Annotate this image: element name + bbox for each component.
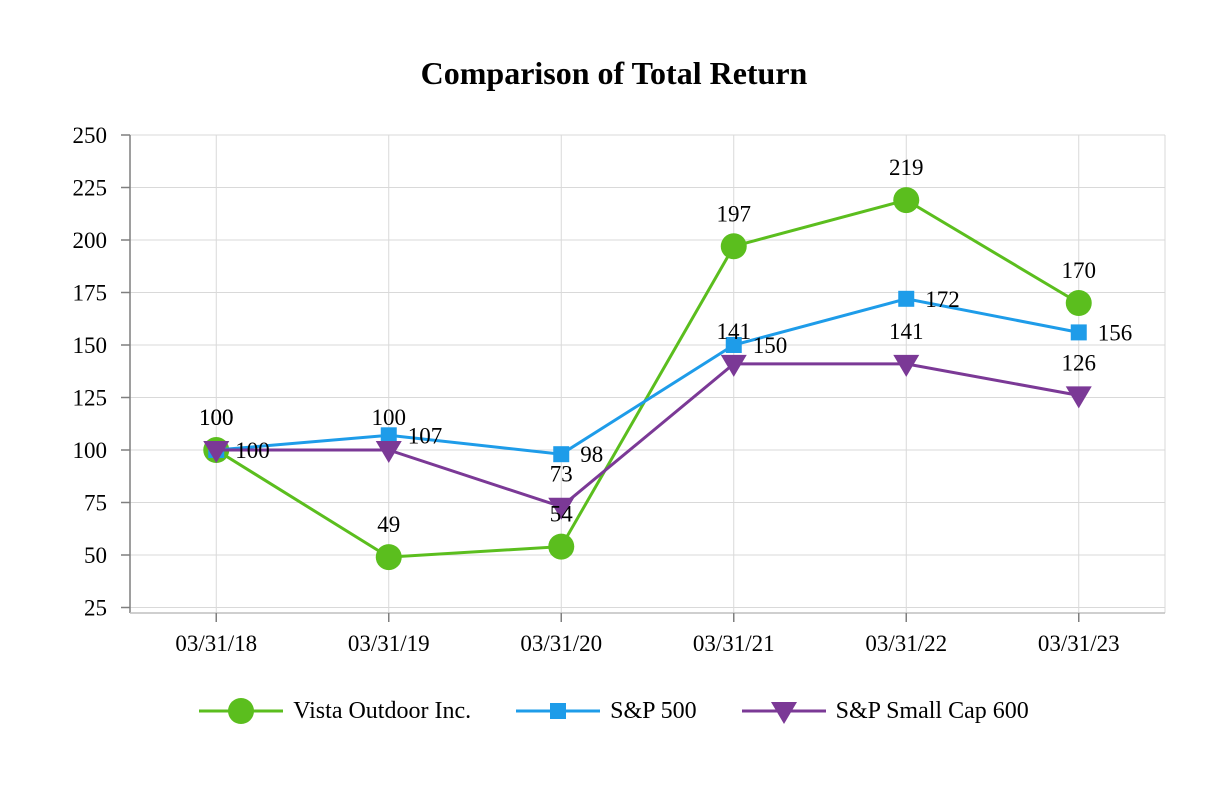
- data-label: 100: [235, 438, 270, 463]
- square-marker-icon: [380, 427, 397, 444]
- square-marker-icon: [898, 290, 915, 307]
- data-label: 126: [1062, 350, 1097, 375]
- data-label: 172: [925, 287, 960, 312]
- circle-marker-icon: [1065, 290, 1092, 316]
- triangle-down-marker-icon: [770, 702, 797, 724]
- chart-title: Comparison of Total Return: [420, 55, 808, 91]
- data-label: 73: [550, 462, 573, 487]
- y-axis-tick-label: 75: [84, 491, 107, 516]
- circle-marker-icon: [893, 187, 920, 214]
- legend-label: Vista Outdoor Inc.: [293, 697, 472, 724]
- data-label: 98: [580, 442, 603, 467]
- data-label: 141: [889, 319, 924, 344]
- data-label: 54: [550, 502, 574, 527]
- y-axis-tick-label: 25: [84, 596, 107, 621]
- legend-item-sp500: S&P 500: [516, 694, 697, 728]
- square-marker-icon: [1070, 324, 1087, 341]
- data-label: 197: [717, 201, 752, 226]
- square-marker-icon: [550, 703, 567, 719]
- y-axis-tick-label: 250: [73, 123, 108, 148]
- data-label: 49: [377, 512, 400, 537]
- circle-marker-icon: [228, 698, 255, 724]
- data-label: 100: [372, 405, 407, 430]
- data-label: 100: [199, 405, 234, 430]
- triangle-down-marker-icon: [548, 497, 575, 520]
- square-marker-icon: [725, 337, 742, 353]
- circle-marker-icon: [720, 233, 747, 260]
- data-label: 100: [199, 405, 234, 430]
- series-line: [216, 362, 1080, 509]
- circle-marker-icon: [375, 544, 402, 571]
- circle-marker-icon: [548, 533, 575, 560]
- x-axis-tick-label: 03/31/20: [520, 631, 602, 656]
- triangle-down-marker-icon: [720, 354, 747, 377]
- x-axis-tick-label: 03/31/18: [175, 631, 257, 656]
- data-label: 156: [1098, 320, 1133, 345]
- legend-label: S&P 500: [610, 697, 697, 724]
- legend-label: S&P Small Cap 600: [835, 697, 1029, 724]
- legend-marker-square-icon: [516, 703, 601, 719]
- square-marker-icon: [553, 446, 570, 463]
- y-axis-tick-label: 100: [73, 438, 108, 463]
- data-label: 219: [889, 155, 924, 180]
- legend-marker-triangle-icon: [741, 702, 826, 724]
- triangle-down-marker-icon: [203, 441, 230, 463]
- x-axis-tick-label: 03/31/23: [1038, 631, 1120, 656]
- y-axis-tick-label: 150: [73, 333, 108, 358]
- x-axis-tick-label: 03/31/19: [348, 631, 430, 656]
- x-axis-tick-label: 03/31/21: [693, 631, 775, 656]
- x-axis-tick-label: 03/31/22: [865, 631, 947, 656]
- legend-marker-circle-icon: [199, 698, 284, 724]
- legend: Vista Outdoor Inc. S&P 500 S&P Small Cap…: [0, 694, 1228, 728]
- series-line: [215, 198, 1080, 559]
- data-label: 107: [408, 423, 443, 448]
- y-axis-tick-label: 125: [73, 386, 108, 411]
- triangle-down-marker-icon: [375, 441, 402, 463]
- legend-item-vista-outdoor: Vista Outdoor Inc.: [199, 694, 471, 728]
- data-label: 170: [1062, 258, 1097, 283]
- y-axis-tick-label: 225: [73, 176, 108, 201]
- triangle-down-marker-icon: [1065, 386, 1092, 409]
- y-axis-tick-label: 200: [73, 228, 108, 253]
- y-axis-tick-label: 50: [84, 543, 107, 568]
- y-axis-tick-label: 175: [73, 281, 108, 306]
- legend-item-sp-small-cap-600: S&P Small Cap 600: [741, 694, 1029, 728]
- data-label: 141: [717, 319, 752, 344]
- series-line: [216, 297, 1080, 456]
- triangle-down-marker-icon: [893, 354, 920, 377]
- data-label: 150: [753, 333, 788, 358]
